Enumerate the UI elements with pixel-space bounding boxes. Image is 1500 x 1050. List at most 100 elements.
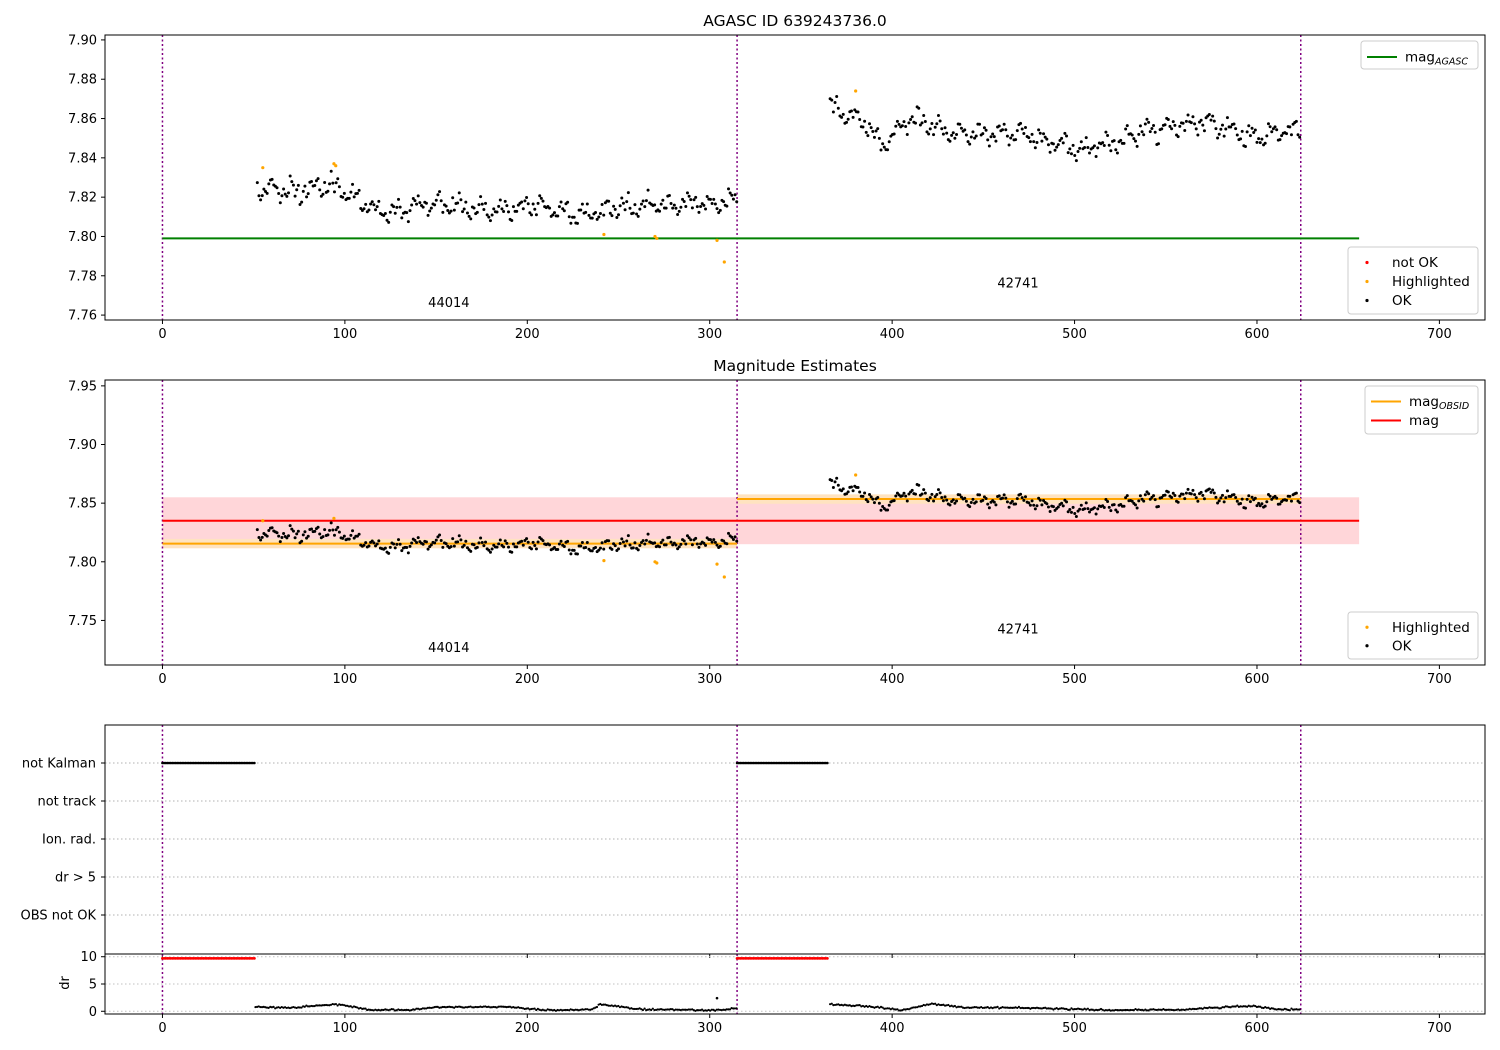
ok-point — [400, 549, 404, 553]
ok-point — [1066, 151, 1070, 155]
dr-point — [599, 1002, 602, 1006]
ok-point — [1102, 506, 1106, 510]
ok-point — [1124, 496, 1128, 500]
dr-point — [1062, 1007, 1065, 1010]
ok-point — [679, 542, 683, 546]
ok-point — [572, 548, 576, 552]
dr-point — [728, 1008, 732, 1011]
dr-point — [1076, 1007, 1080, 1010]
ok-point — [1079, 503, 1083, 507]
dr-point — [1241, 1005, 1244, 1008]
dr-point — [643, 1007, 646, 1010]
dr-point — [336, 1004, 339, 1007]
dr-point — [380, 1008, 384, 1011]
ok-point — [1247, 124, 1251, 128]
dr-point — [1047, 1007, 1050, 1010]
dr-point — [937, 1003, 940, 1006]
dr-point — [421, 1007, 425, 1010]
ok-point — [1083, 507, 1087, 511]
dr-point — [911, 1006, 914, 1009]
ok-point — [1263, 141, 1267, 145]
ok-point — [259, 538, 263, 542]
dr-point — [405, 1008, 408, 1011]
ok-point — [1199, 490, 1203, 494]
ok-point — [406, 551, 410, 555]
legend-label: not OK — [1392, 255, 1439, 271]
y-tick-label: 7.86 — [68, 112, 97, 127]
ok-point — [1106, 500, 1110, 504]
ok-point — [580, 540, 584, 544]
ok-point — [293, 194, 297, 198]
ok-point — [635, 212, 639, 216]
dr-outlier-point — [715, 996, 719, 1000]
dr-point — [1085, 1008, 1088, 1011]
ok-point — [849, 485, 853, 489]
x-tick-label: 600 — [1245, 327, 1270, 342]
dr-point — [635, 1007, 638, 1011]
ok-point — [511, 205, 515, 209]
dr-point — [476, 1006, 479, 1009]
dr-point — [975, 1006, 978, 1009]
dr-point — [443, 1005, 446, 1009]
ok-point — [730, 193, 734, 197]
ok-point — [410, 203, 414, 207]
ok-point — [735, 200, 739, 204]
ok-point — [909, 117, 913, 121]
ok-point — [515, 545, 519, 549]
ok-point — [887, 503, 891, 507]
ok-point — [1258, 504, 1262, 508]
ok-point — [608, 211, 612, 215]
dr-point — [441, 1005, 444, 1009]
ok-point — [421, 205, 425, 209]
ok-point — [456, 540, 460, 544]
dr-point — [602, 1003, 605, 1006]
dr-point — [1295, 1008, 1298, 1011]
ok-point — [907, 121, 911, 125]
ok-point — [923, 119, 927, 123]
dr-point — [366, 1008, 369, 1012]
ok-point — [567, 215, 571, 219]
dr-point — [1262, 1006, 1265, 1010]
ok-point — [282, 187, 286, 191]
ok-point — [1069, 510, 1073, 514]
dr-point — [1045, 1007, 1048, 1010]
x-tick-label: 700 — [1427, 672, 1452, 687]
ok-point — [467, 214, 471, 218]
ok-point — [479, 195, 483, 199]
dr-point — [502, 1005, 505, 1008]
dr-point — [865, 1004, 868, 1008]
ok-point — [434, 538, 438, 542]
dr-point — [980, 1005, 983, 1009]
dr-point — [464, 1006, 467, 1009]
ok-point — [387, 551, 391, 555]
dr-point — [592, 1007, 595, 1010]
ok-point — [375, 542, 379, 546]
ok-point — [694, 195, 698, 199]
ok-point — [393, 211, 397, 215]
ok-point — [1094, 512, 1098, 516]
ok-point — [257, 194, 261, 198]
ok-point — [1257, 501, 1261, 505]
ok-point — [282, 531, 286, 535]
ok-point — [617, 547, 621, 551]
ok-point — [255, 528, 259, 532]
dr-point — [986, 1006, 989, 1009]
dr-point — [448, 1005, 451, 1008]
ok-point — [653, 541, 657, 545]
ok-point — [1225, 116, 1229, 120]
dr-point — [1083, 1007, 1086, 1010]
ok-point — [287, 534, 291, 538]
ok-point — [539, 196, 543, 200]
ok-point — [841, 112, 845, 116]
dr-point — [957, 1005, 960, 1008]
dr-point — [1168, 1008, 1172, 1011]
dr-point — [674, 1008, 677, 1011]
dr-point — [339, 1003, 342, 1006]
ok-point — [638, 207, 642, 211]
dr-point — [981, 1006, 984, 1010]
ok-point — [462, 543, 466, 547]
ok-point — [887, 140, 891, 144]
ok-point — [505, 541, 509, 545]
dr-point — [943, 1004, 947, 1007]
